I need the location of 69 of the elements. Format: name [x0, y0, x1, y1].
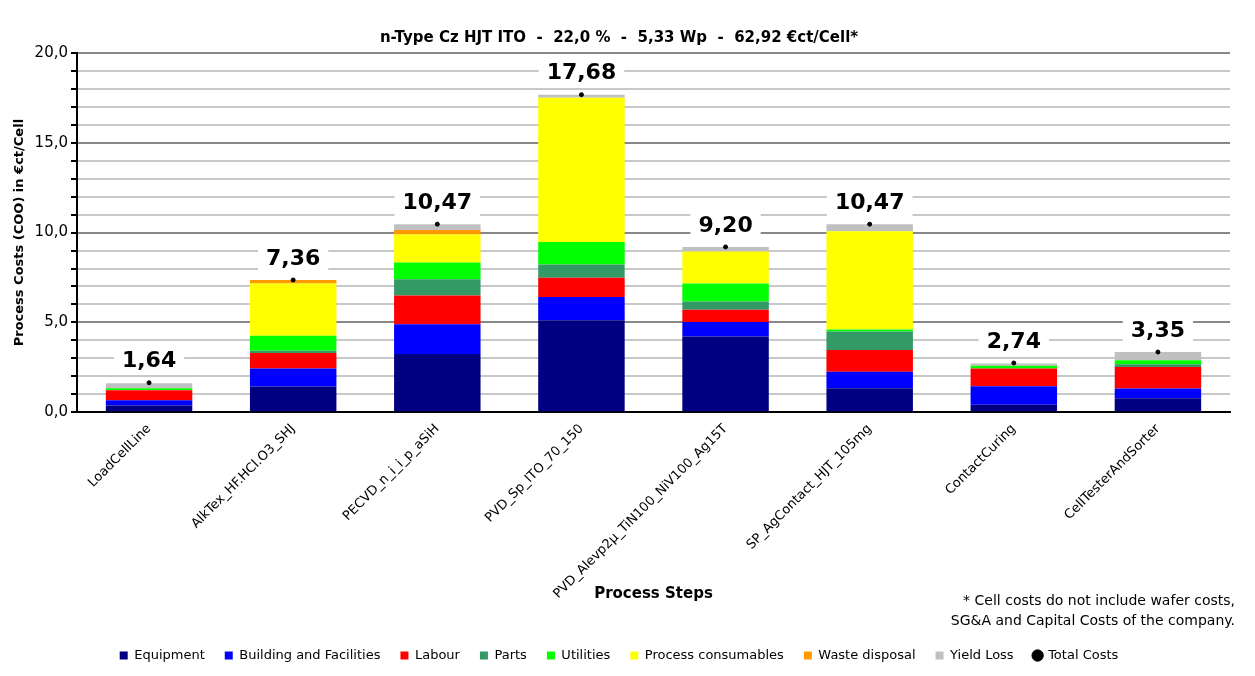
bar [394, 354, 481, 412]
legend-label: Total Costs [1047, 646, 1119, 662]
bar [105, 388, 193, 391]
bar [538, 296, 625, 321]
bar [394, 295, 481, 325]
bar [249, 335, 337, 351]
y-axis-title: Process Costs (COO) in €ct/Cell [11, 118, 27, 347]
bar [682, 309, 769, 323]
data-label: 3,35 [1130, 316, 1186, 342]
bar [538, 97, 625, 243]
legend-label: Process consumables [644, 646, 785, 662]
bar [538, 264, 625, 278]
bar [682, 251, 769, 284]
bar [1114, 398, 1202, 412]
data-label: 10,47 [834, 188, 905, 214]
legend-label: Labour [414, 646, 461, 662]
bar [249, 386, 337, 412]
bar [826, 231, 913, 330]
bar [682, 301, 769, 310]
legend-label: Parts [494, 646, 528, 662]
legend-label: Equipment [134, 646, 205, 662]
bar [538, 94, 625, 98]
bar [970, 404, 1058, 412]
bar [249, 352, 337, 369]
bar [394, 230, 481, 235]
y-tick-label: 5,0 [44, 312, 68, 331]
chart-title: n-Type Cz HJT ITO - 22,0 % - 5,33 Wp - 62,92 €ct/Cell* [379, 27, 859, 46]
bar [394, 279, 481, 296]
legend-label: Yield Loss [949, 646, 1014, 662]
bar [970, 386, 1058, 405]
data-label: 7,36 [266, 244, 321, 270]
data-label: 1,64 [121, 347, 177, 373]
bar [682, 322, 769, 337]
text: * Cell costs do not include wafer costs, SG&A and Capital Costs of the company. [950, 591, 1235, 628]
bar [1114, 364, 1202, 368]
y-tick-label: 20,0 [34, 42, 68, 61]
bar [826, 331, 913, 351]
legend-label: Waste disposal [818, 646, 916, 662]
bar [826, 224, 913, 232]
bar [249, 368, 337, 387]
bar [1114, 388, 1202, 399]
y-tick-label: 0,0 [44, 402, 68, 421]
bar [249, 283, 337, 336]
bar [682, 283, 769, 302]
bar [538, 242, 625, 265]
bar [826, 371, 913, 389]
y-tick-label: 10,0 [34, 222, 68, 241]
bar [826, 388, 913, 412]
data-label: 2,74 [986, 327, 1041, 353]
data-label: 10,47 [402, 188, 473, 214]
legend-label: Utilities [561, 646, 611, 662]
bar [394, 224, 481, 231]
data-label: 9,20 [698, 211, 753, 237]
y-tick-label: 15,0 [34, 132, 68, 151]
bar [105, 390, 193, 401]
bar [682, 336, 769, 412]
bar [538, 320, 625, 412]
data-label: 17,68 [546, 59, 617, 85]
bar [394, 324, 481, 355]
bar [394, 234, 481, 263]
bar [1114, 367, 1202, 389]
bar [538, 277, 625, 297]
bar [970, 368, 1058, 387]
bar [105, 400, 193, 406]
bar [249, 350, 337, 353]
bar [1114, 360, 1202, 365]
bar [394, 262, 481, 280]
bar [826, 350, 913, 372]
legend-label: Building and Facilities [239, 646, 381, 662]
